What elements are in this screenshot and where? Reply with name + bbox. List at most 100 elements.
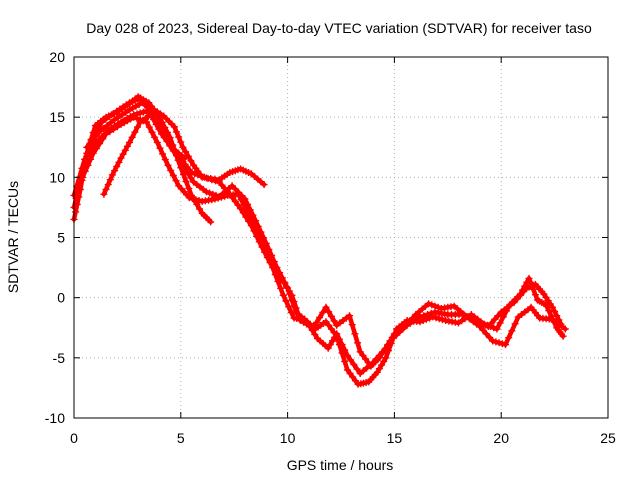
x-tick-label: 20 — [493, 430, 509, 446]
data-point-marker — [103, 122, 111, 130]
data-point-marker — [158, 130, 166, 138]
data-point-marker — [426, 314, 434, 322]
data-point-marker — [431, 302, 439, 310]
data-point-marker — [491, 315, 499, 323]
plot-area — [70, 93, 569, 388]
data-point-marker — [312, 319, 320, 327]
data-point-marker — [341, 357, 349, 365]
data-point-marker — [285, 303, 293, 311]
data-point-marker — [550, 318, 558, 326]
data-point-marker — [161, 156, 169, 164]
data-point-marker — [327, 312, 335, 320]
data-point-marker — [559, 332, 567, 340]
data-point-marker — [505, 334, 513, 342]
data-point-marker — [280, 279, 288, 287]
axes: 0 5 10 15 20 25 -10 -5 0 5 10 15 20 — [45, 49, 616, 446]
data-point-marker — [330, 317, 338, 325]
data-point-marker — [202, 188, 210, 196]
data-point-marker — [490, 324, 498, 332]
data-point-marker — [350, 361, 358, 368]
data-point-marker — [109, 110, 117, 118]
data-point-marker — [422, 315, 430, 323]
data-point-marker — [419, 317, 427, 324]
data-point-marker — [188, 169, 195, 176]
data-point-marker — [72, 208, 80, 216]
data-point-marker — [115, 158, 123, 166]
data-point-marker — [173, 128, 180, 136]
data-point-marker — [105, 113, 113, 121]
data-point-marker — [108, 171, 116, 179]
x-axis-label: GPS time / hours — [287, 457, 394, 473]
data-point-marker — [503, 307, 510, 315]
data-point-marker — [189, 195, 196, 203]
y-tick-label: 15 — [49, 109, 65, 125]
data-point-marker — [192, 196, 200, 204]
data-point-marker — [502, 341, 509, 349]
data-point-marker — [81, 167, 89, 175]
data-point-marker — [511, 320, 519, 328]
data-point-marker — [134, 123, 141, 131]
data-point-marker — [322, 318, 330, 326]
data-point-marker — [99, 125, 107, 133]
x-tick-label: 0 — [70, 430, 78, 446]
data-point-marker — [118, 111, 126, 119]
data-point-marker — [428, 301, 436, 309]
data-point-marker — [239, 209, 247, 217]
data-point-marker — [150, 116, 158, 124]
series-track-6 — [100, 111, 189, 198]
data-point-marker — [180, 171, 187, 179]
data-point-marker — [487, 323, 494, 330]
data-point-marker — [271, 271, 279, 278]
data-point-marker — [508, 327, 516, 335]
data-point-marker — [382, 354, 390, 362]
data-point-marker — [117, 154, 125, 162]
data-point-marker — [523, 278, 531, 286]
data-point-marker — [100, 190, 108, 198]
data-point-marker — [148, 128, 156, 136]
data-point-marker — [483, 321, 491, 329]
data-point-marker — [160, 134, 168, 142]
data-point-marker — [170, 123, 178, 131]
data-point-marker — [159, 150, 167, 158]
data-point-marker — [373, 368, 381, 376]
data-point-marker — [364, 359, 372, 367]
data-point-marker — [191, 170, 199, 178]
data-point-marker — [110, 125, 117, 133]
data-point-marker — [139, 108, 147, 116]
data-point-marker — [354, 339, 362, 347]
data-point-marker — [549, 303, 556, 311]
data-point-marker — [136, 109, 144, 117]
data-point-marker — [247, 222, 255, 229]
data-point-marker — [209, 190, 217, 198]
data-point-marker — [551, 308, 559, 315]
data-point-marker — [102, 130, 110, 138]
data-point-marker — [197, 172, 205, 180]
data-point-marker — [439, 316, 446, 324]
data-point-marker — [375, 365, 383, 373]
data-point-marker — [288, 291, 296, 299]
data-point-marker — [102, 115, 109, 123]
data-point-marker — [282, 297, 290, 305]
x-tick-label: 15 — [387, 430, 403, 446]
y-tick-label: -10 — [45, 410, 65, 426]
data-point-marker — [187, 157, 195, 165]
data-point-marker — [89, 135, 97, 143]
data-point-marker — [347, 356, 355, 364]
data-point-marker — [516, 290, 524, 298]
data-point-marker — [155, 125, 163, 133]
data-point-marker — [81, 155, 89, 163]
data-point-marker — [92, 145, 100, 152]
data-point-marker — [274, 277, 282, 285]
data-point-marker — [346, 312, 353, 320]
data-point-marker — [107, 119, 115, 127]
data-point-marker — [380, 357, 388, 365]
data-point-marker — [245, 217, 253, 225]
data-point-marker — [351, 330, 359, 338]
data-point-marker — [353, 365, 361, 373]
data-point-marker — [106, 128, 114, 136]
data-point-marker — [416, 318, 424, 326]
data-point-marker — [200, 173, 208, 181]
data-point-marker — [126, 138, 133, 146]
data-point-marker — [229, 194, 237, 202]
data-point-marker — [231, 197, 239, 205]
